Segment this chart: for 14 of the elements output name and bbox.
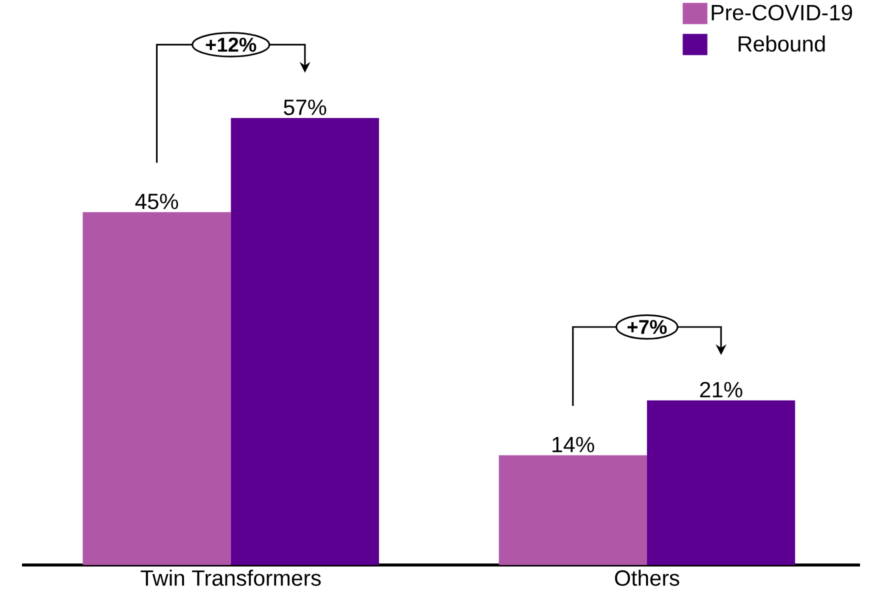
data-label: 45%: [135, 194, 178, 210]
data-label: 21%: [700, 382, 742, 398]
x-tick-label: Twin Transformers: [140, 570, 321, 586]
legend-label: Pre-COVID-19: [712, 4, 852, 20]
bar: [230, 118, 380, 565]
text: +12%: [206, 38, 256, 52]
annotation: +7%: [628, 320, 667, 334]
bar: [498, 455, 647, 565]
data-label: 14%: [552, 436, 594, 452]
bar: [646, 400, 796, 565]
data-label: 57%: [284, 100, 326, 116]
legend-label: Rebound: [738, 36, 825, 52]
bar: [82, 212, 231, 565]
x-tick-label: Others: [615, 570, 680, 586]
